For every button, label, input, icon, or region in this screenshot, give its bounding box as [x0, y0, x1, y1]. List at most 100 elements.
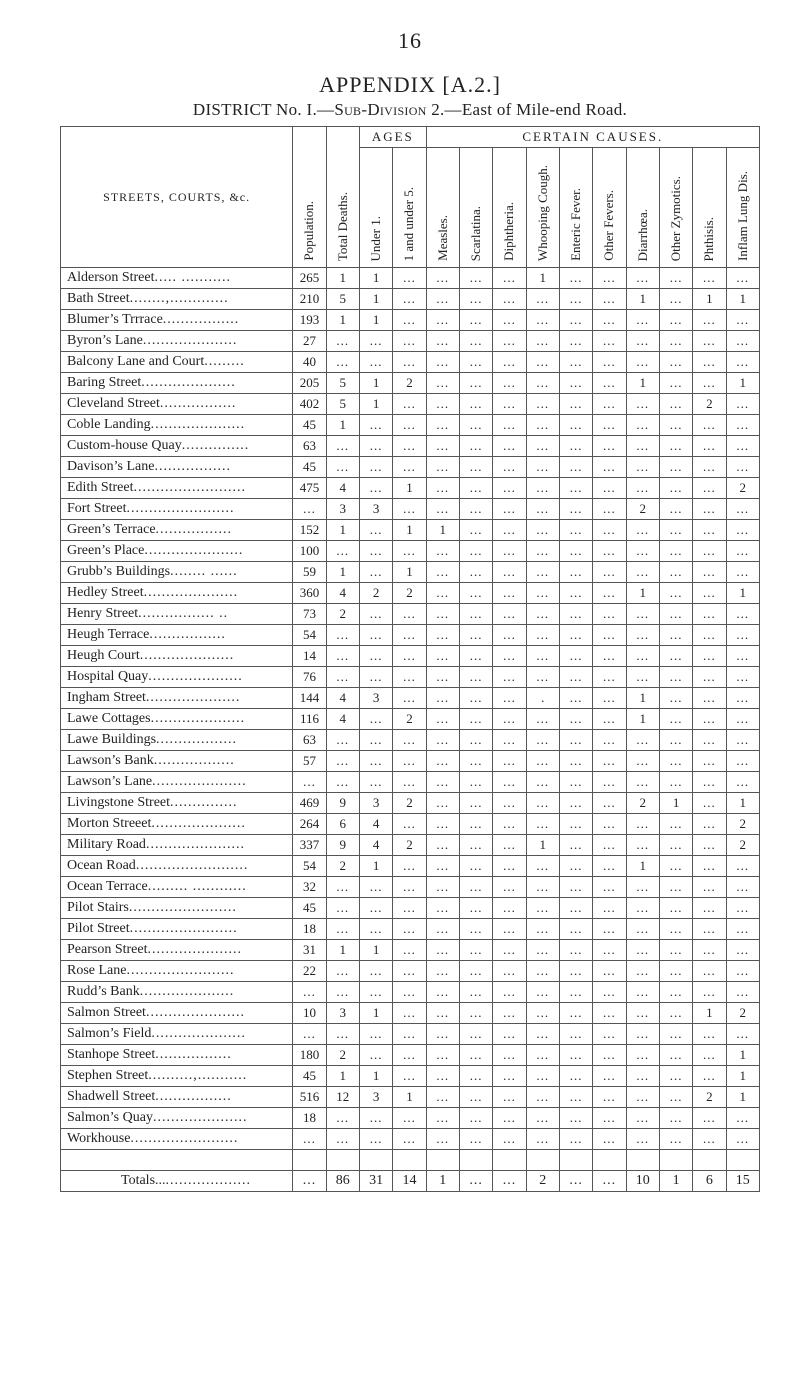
data-cell: ...	[326, 625, 359, 646]
street-name: Lawson’s Lane	[67, 774, 152, 789]
data-cell: ...	[359, 625, 392, 646]
data-cell: ...	[326, 982, 359, 1003]
data-cell: ...	[359, 982, 392, 1003]
data-cell: ...	[559, 1129, 592, 1150]
data-cell: 2	[693, 394, 726, 415]
header-streets: STREETS, COURTS, &c.	[61, 127, 293, 268]
table-row: Ocean Road .........................5421…	[61, 856, 760, 877]
data-cell: ...	[493, 1129, 526, 1150]
data-cell: ...	[426, 919, 459, 940]
data-cell: ...	[393, 814, 426, 835]
street-cell: Military Road ......................	[61, 835, 293, 856]
data-cell: ...	[693, 562, 726, 583]
street-name: Fort Street	[67, 501, 127, 516]
data-cell: ...	[526, 772, 559, 793]
data-cell: ...	[593, 940, 626, 961]
data-cell: 2	[393, 373, 426, 394]
data-cell: ...	[393, 1108, 426, 1129]
street-name: Workhouse	[67, 1131, 130, 1146]
data-cell: ...	[459, 478, 492, 499]
street-cell: Grubb’s Buildings ........ ......	[61, 562, 293, 583]
data-cell: ...	[393, 604, 426, 625]
data-cell: 205	[293, 373, 326, 394]
data-cell: 1	[626, 856, 659, 877]
data-cell: ...	[693, 1066, 726, 1087]
data-cell: ...	[493, 415, 526, 436]
data-cell: 1	[626, 688, 659, 709]
data-cell: ...	[493, 961, 526, 982]
data-cell: ...	[393, 1003, 426, 1024]
street-cell: Workhouse ........................	[61, 1129, 293, 1150]
data-cell: ...	[393, 436, 426, 457]
data-cell: ...	[426, 814, 459, 835]
street-cell: Cleveland Street .................	[61, 394, 293, 415]
data-cell: 2	[726, 478, 759, 499]
data-cell: 6	[326, 814, 359, 835]
street-name: Salmon Street	[67, 1005, 146, 1020]
street-cell: Rose Lane ........................	[61, 961, 293, 982]
table-row: Green’s Terrace .................1521...…	[61, 520, 760, 541]
header-diarrhoea: Diarrhœa.	[626, 148, 659, 268]
street-cell: Lawson’s Bank ..................	[61, 751, 293, 772]
data-cell: ...	[426, 793, 459, 814]
data-cell: ...	[626, 1129, 659, 1150]
data-cell: ...	[526, 352, 559, 373]
data-cell: 1	[726, 583, 759, 604]
table-row: Shadwell Street .................5161231…	[61, 1087, 760, 1108]
totals-row: Totals... ......................8631141.…	[61, 1171, 760, 1192]
data-cell: ...	[626, 772, 659, 793]
data-cell: 1	[326, 268, 359, 289]
data-cell: ...	[726, 709, 759, 730]
data-cell: ...	[626, 1024, 659, 1045]
data-cell: ...	[493, 730, 526, 751]
street-cell: Stephen Street..........,...........	[61, 1066, 293, 1087]
leader-dots: ........................	[129, 900, 237, 916]
data-cell: ...	[526, 667, 559, 688]
data-cell: ...	[559, 436, 592, 457]
data-cell: ...	[526, 961, 559, 982]
data-cell: 1	[359, 289, 392, 310]
street-name: Stephen Street	[67, 1068, 148, 1083]
data-cell: 1	[693, 289, 726, 310]
street-name: Heugh Court	[67, 648, 140, 663]
street-name: Pearson Street	[67, 942, 147, 957]
data-cell: ...	[493, 646, 526, 667]
street-name: Stanhope Street	[67, 1047, 155, 1062]
data-cell: ...	[693, 268, 726, 289]
data-cell: ...	[459, 583, 492, 604]
data-cell: ...	[593, 604, 626, 625]
data-cell: ...	[726, 730, 759, 751]
table-row: Rose Lane ........................22....…	[61, 961, 760, 982]
spacer-cell	[693, 1150, 726, 1171]
data-cell: ...	[626, 457, 659, 478]
data-cell: ...	[626, 730, 659, 751]
data-cell: ...	[726, 415, 759, 436]
data-cell: ...	[293, 499, 326, 520]
data-cell: 10	[293, 1003, 326, 1024]
data-cell: ...	[693, 772, 726, 793]
data-cell: ...	[526, 982, 559, 1003]
data-cell: ...	[693, 1129, 726, 1150]
data-cell: 2	[393, 793, 426, 814]
street-name: Ingham Street	[67, 690, 146, 705]
data-cell: ...	[493, 772, 526, 793]
totals-cell: ...	[459, 1171, 492, 1192]
leader-dots: ...............	[170, 795, 238, 811]
data-cell: 1	[726, 289, 759, 310]
data-cell: ...	[493, 1108, 526, 1129]
totals-cell: ...	[293, 1171, 326, 1192]
data-cell: ...	[593, 562, 626, 583]
data-cell: ...	[726, 1024, 759, 1045]
data-cell: 1	[726, 793, 759, 814]
data-cell: ...	[726, 877, 759, 898]
data-cell: ...	[493, 1066, 526, 1087]
data-cell: ...	[393, 730, 426, 751]
table-row: Salmon Street ......................1031…	[61, 1003, 760, 1024]
data-cell: ...	[559, 499, 592, 520]
data-cell: 1	[359, 1066, 392, 1087]
data-cell: ...	[593, 373, 626, 394]
data-cell: 100	[293, 541, 326, 562]
table-row: Heugh Court .....................14.....…	[61, 646, 760, 667]
data-cell: ...	[659, 268, 692, 289]
data-cell: ...	[326, 1129, 359, 1150]
